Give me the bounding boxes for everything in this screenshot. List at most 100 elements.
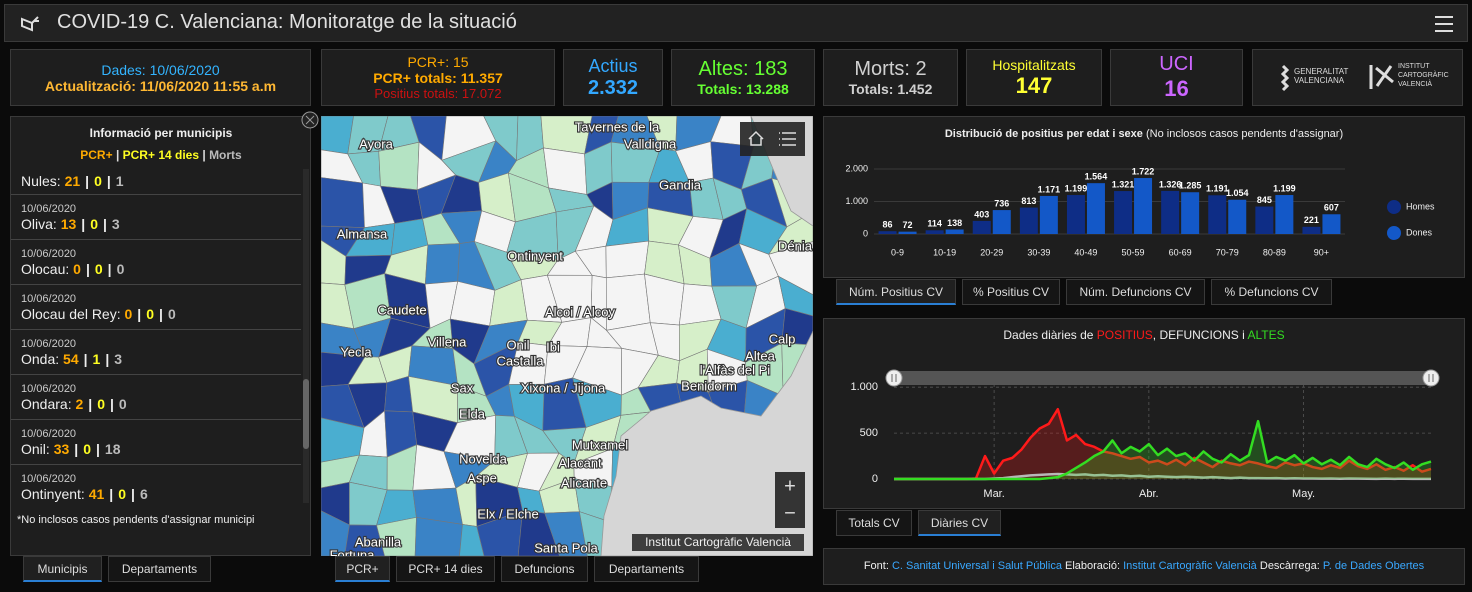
attribution-box [632,534,804,551]
y-tick-label: 500 [860,427,878,439]
subtitle: (No inclosos casos pendents d'assignar) [1146,128,1343,140]
municipality-area [344,524,385,556]
item-values: Ontinyent: 41 | 0 | 6 [21,486,148,502]
item-date: 10/06/2020 [21,293,77,305]
active-value: 2.332 [587,76,639,99]
municipality-area [424,243,461,285]
tab[interactable]: PCR+ [335,556,390,582]
place-label: Benidorm [681,378,737,393]
tab[interactable]: Núm. Defuncions CV [1066,279,1205,305]
item-value: 13 [60,216,77,232]
x-tick-label: 90+ [1314,247,1329,257]
value-label: 607 [1324,203,1339,213]
bar [925,230,944,234]
separator: | [107,261,112,277]
age-chart: Distribució de positius per edat i sexe … [845,128,1435,257]
pcr-total: PCR+ totals: 11.357 [373,70,503,86]
tab[interactable]: % Defuncions CV [1211,279,1332,305]
value-label: 1.326 [1159,179,1182,189]
tab[interactable]: Municipis [23,556,102,582]
municipality-area [768,241,813,296]
item-name: Ontinyent: [21,486,85,502]
bar [1255,206,1274,234]
place-label: Villena [428,334,468,349]
tab[interactable]: Defuncions [501,556,588,582]
separator: | [85,173,90,189]
item-value: 0 [97,396,105,412]
handle-grip [1428,374,1434,382]
item-values: Ondara: 2 | 0 | 0 [21,396,127,412]
item-value: 0 [90,216,98,232]
slider-handle[interactable] [1422,369,1440,387]
separator: | [202,148,206,162]
bar [1086,183,1105,234]
icu-box: UCI 16 [1110,49,1243,106]
value-label: 138 [947,218,962,228]
active-box: Actius 2.332 [563,49,663,106]
footer-link[interactable]: P. de Dades Obertes [1322,560,1425,572]
menu-button[interactable] [1434,14,1454,34]
slider-handle[interactable] [885,369,903,387]
zoom-control[interactable] [775,472,805,528]
data-date: Dades: 10/06/2020 [101,61,220,78]
place-label: Aspe [467,470,497,485]
item-name: Onil: [21,441,50,457]
legend-label: Dones [1406,227,1433,237]
gva-logo [1280,64,1290,92]
x-tick-label: Abr. [1139,488,1159,500]
pcr-daily: PCR+: 15 [407,54,469,70]
municipality-area [543,147,588,195]
footer-link[interactable]: Institut Cartogràfic Valencià [1123,560,1257,572]
item-values: Nules: 21 | 0 | 1 [21,173,124,189]
item-value: 21 [64,173,81,189]
item-value: 0 [83,441,91,457]
y-tick-label: 1.000 [845,196,868,206]
value-label: 845 [1257,195,1272,205]
note: *No inclosos casos pendents d'assignar m… [17,514,255,526]
municipality-panel: Informació per municipis PCR+ | PCR+ 14 … [10,116,311,556]
footer-link[interactable]: C. Sanitat Universal i Salut Pública [891,560,1062,572]
chart-title: Dades diàries de POSITIUS, DEFUNCIONS i … [1003,328,1284,342]
scrollbar[interactable] [303,169,309,503]
logo-text: VALENCIÀ [1398,79,1432,88]
deaths-box: Morts: 2 Totals: 1.452 [823,49,958,106]
bar [1161,190,1180,234]
separator: | [95,441,100,457]
header: COVID-19 C. Valenciana: Monitoratge de l… [4,4,1468,42]
map[interactable]: Tavernes de la Valldigna Ayora Gandia Almans… [321,116,813,556]
title: Distribució de positius per edat i sexe [945,128,1143,140]
value-label: 1.054 [1226,188,1249,198]
list-item: 10/06/2020 Ondara: 2 | 0 | 0 [11,374,301,419]
footer: Font: C. Sanitat Universal i Salut Públi… [823,548,1465,585]
tab[interactable]: Diàries CV [918,510,1001,536]
title-part: i [1239,328,1248,342]
item-date: 10/06/2020 [21,338,77,350]
tab[interactable]: Totals CV [836,510,912,536]
expand-button[interactable] [300,110,320,130]
logos: GENERALITAT VALENCIANA INSTITUT CARTOGRÀ… [1280,63,1449,92]
list-item: 10/06/2020 Olocau del Rey: 0 | 0 | 0 [11,284,301,329]
municipality-area [544,511,588,556]
municipality-area [376,517,417,556]
tab[interactable]: % Positius CV [962,279,1060,305]
tab[interactable]: PCR+ 14 dies [396,556,495,582]
tab[interactable]: Núm. Positius CV [836,279,956,305]
area [894,421,1431,479]
item-values: Olocau del Rey: 0 | 0 | 0 [21,306,176,322]
tab[interactable]: Departaments [108,556,211,582]
bar [1019,207,1038,234]
municipality-area [321,177,365,228]
deaths-daily: Morts: 2 [854,58,927,80]
zoom-in[interactable]: + [784,475,796,497]
place-label: Elda [459,406,486,421]
bar [1322,214,1341,234]
map-tools[interactable] [740,122,805,156]
item-value: 3 [114,351,123,367]
item-name: Oliva: [21,216,57,232]
zoom-out[interactable]: − [784,502,796,524]
place-label: Santa Pola [534,540,598,555]
tab[interactable]: Departaments [594,556,699,582]
item-value: 33 [53,441,70,457]
logo-text: INSTITUT [1398,63,1430,70]
